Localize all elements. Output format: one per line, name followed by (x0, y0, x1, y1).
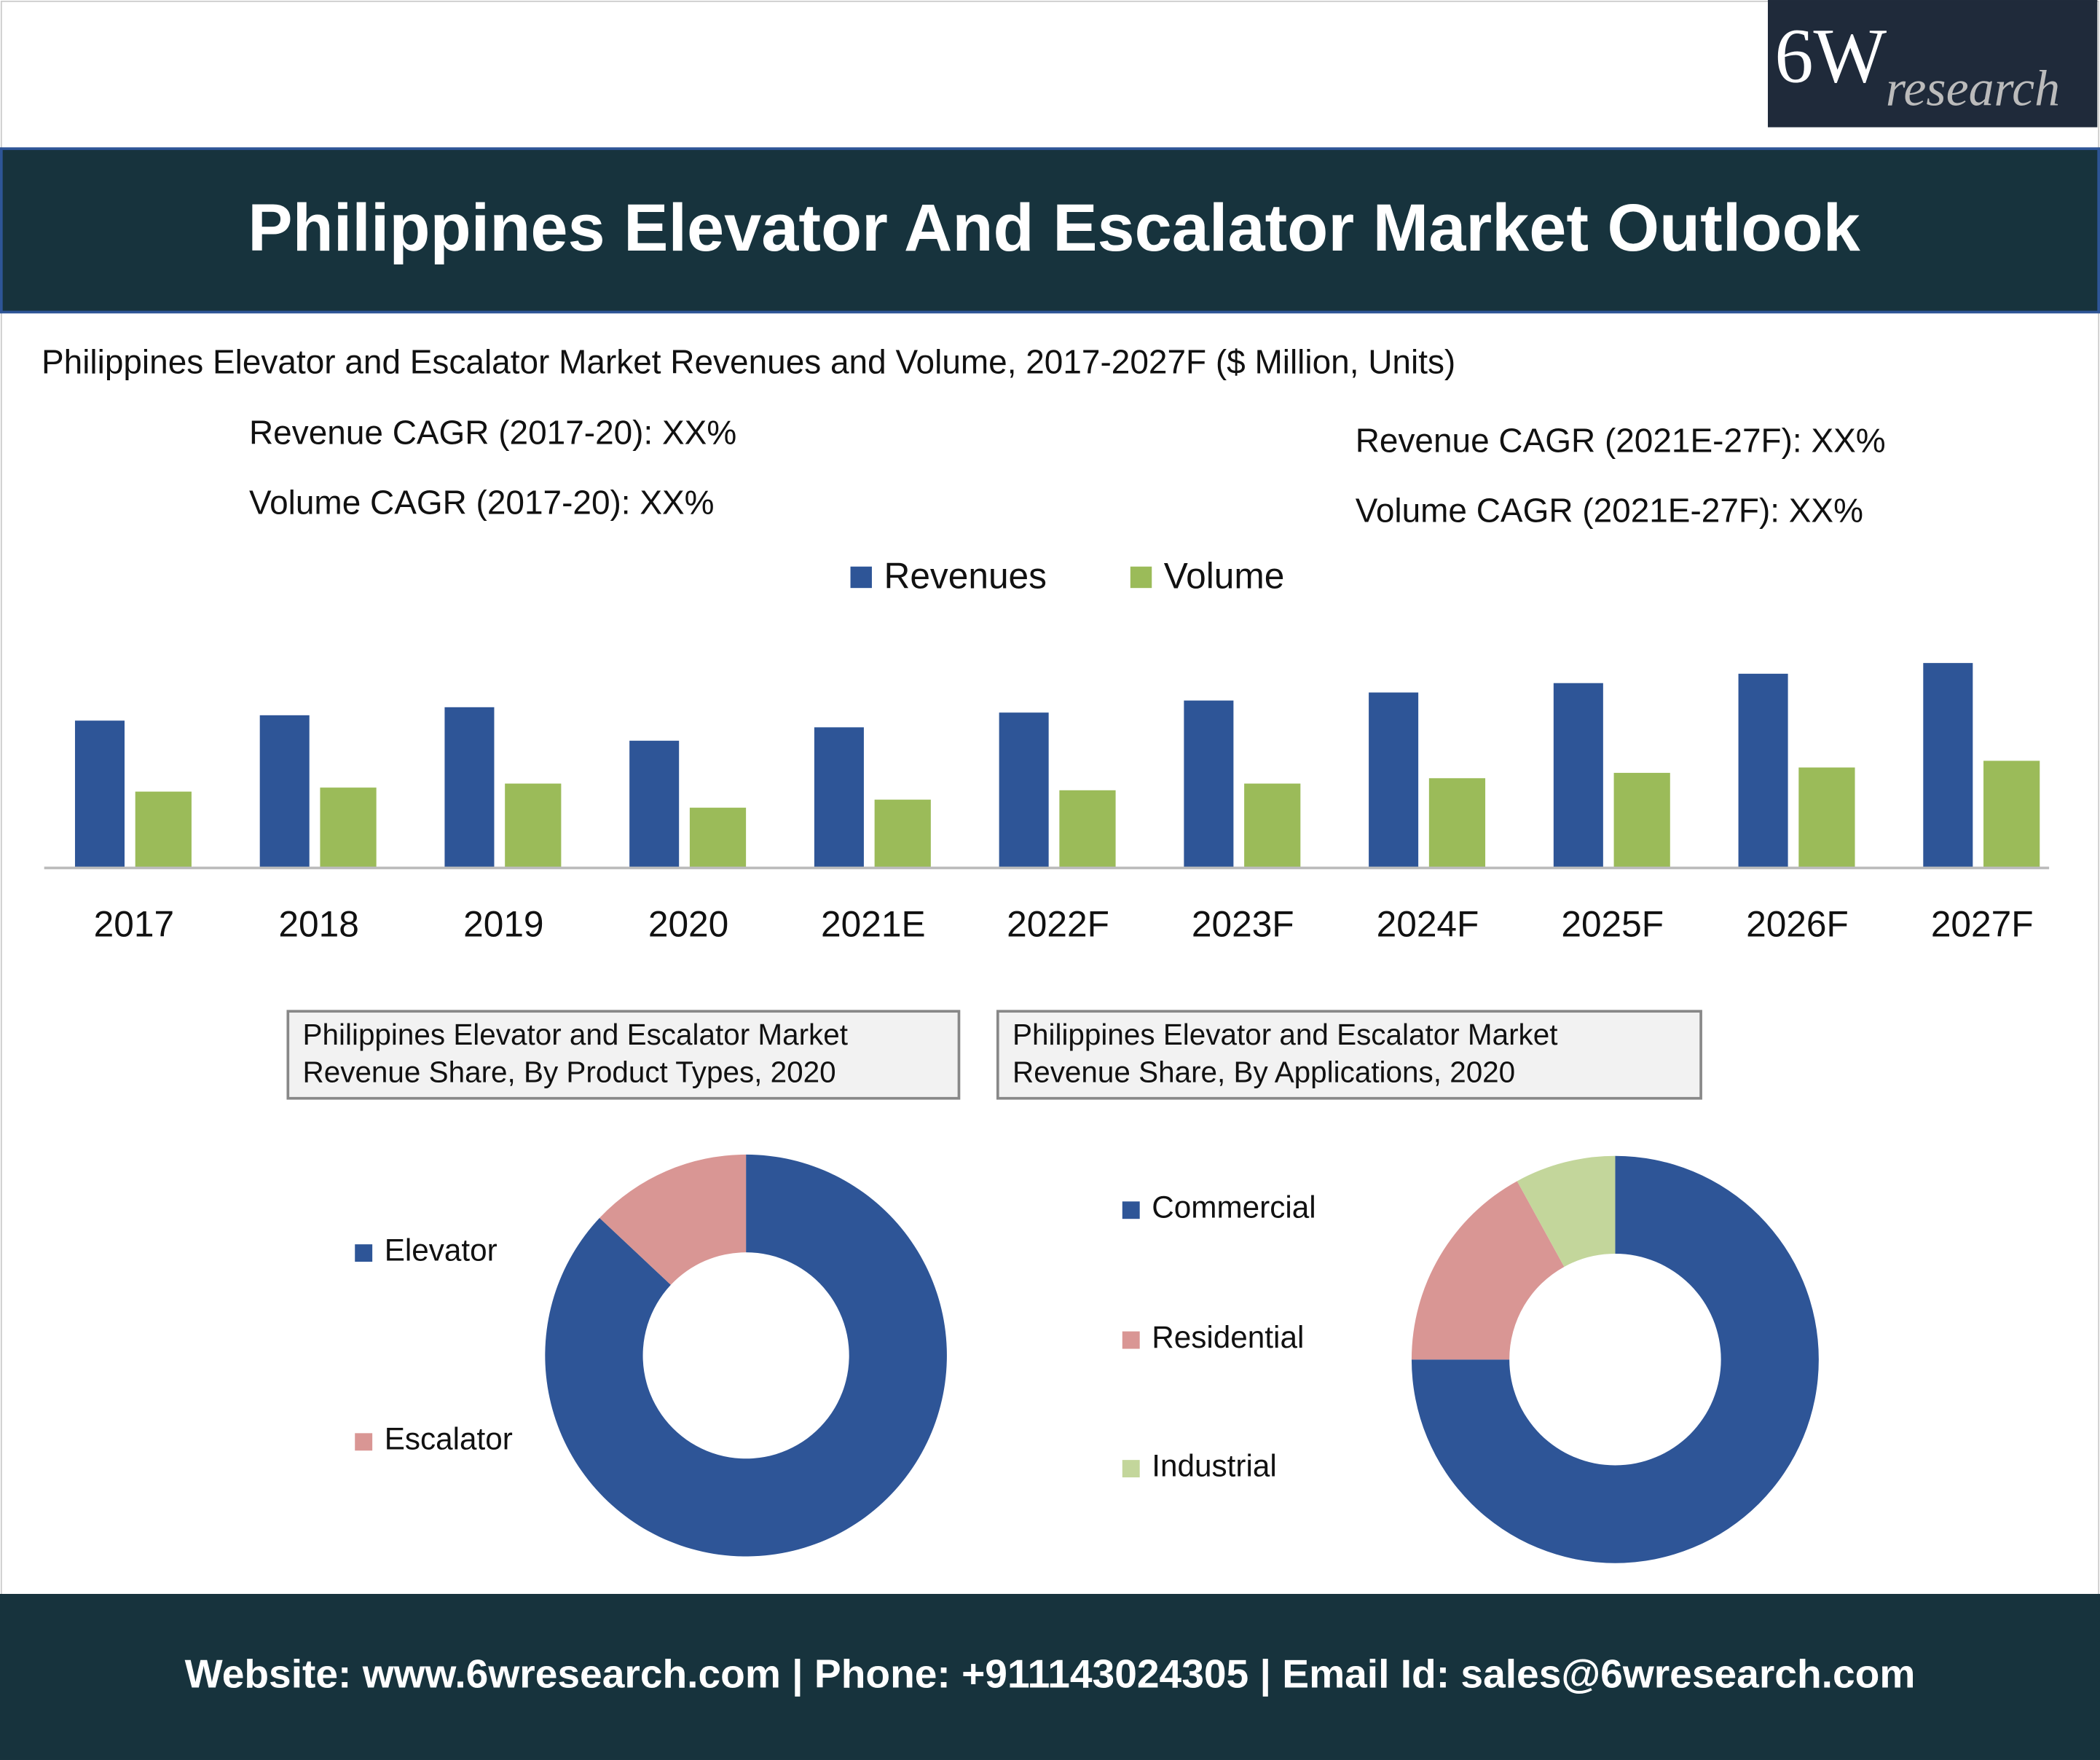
bar (814, 727, 864, 868)
bar (1798, 767, 1855, 868)
chart-title: Philippines Elevator and Escalator Marke… (1012, 1018, 1557, 1051)
footer-text: Website: www.6wresearch.com | Phone: +91… (185, 1651, 1916, 1697)
bar (135, 791, 192, 868)
logo-sub: research (1886, 61, 2060, 117)
bar (1369, 692, 1419, 868)
chart-title: Revenue Share, By Applications, 2020 (1012, 1055, 1515, 1088)
bar (1553, 683, 1603, 868)
x-tick-label: 2023F (1192, 903, 1294, 944)
legend-label: Revenues (884, 555, 1047, 596)
bar (74, 720, 125, 868)
legend-label: Residential (1152, 1320, 1304, 1354)
x-tick-label: 2022F (1007, 903, 1109, 944)
legend-swatch (355, 1433, 373, 1451)
bar (320, 787, 377, 868)
legend-swatch (1130, 566, 1152, 589)
logo-main: 6W (1774, 14, 1887, 100)
x-tick-label: 2027F (1931, 903, 2034, 944)
donut-slice (599, 1154, 747, 1285)
annotation: Revenue CAGR (2021E-27F): XX% (1356, 422, 1886, 460)
box (996, 1010, 1702, 1100)
bar (1059, 790, 1116, 868)
header-band (0, 147, 2100, 314)
bar (1983, 761, 2040, 868)
bar (1244, 783, 1301, 868)
bar (1923, 663, 1973, 868)
header-title: Philippines Elevator And Escalator Marke… (248, 191, 1860, 265)
bar (1613, 772, 1670, 868)
bar (259, 715, 310, 868)
logo-box (1768, 0, 2098, 127)
x-tick-label: 2020 (648, 903, 728, 944)
legend-label: Industrial (1152, 1448, 1277, 1482)
donut-slice (1411, 1155, 1819, 1563)
chart-title: Revenue Share, By Product Types, 2020 (303, 1055, 836, 1088)
legend-label: Commercial (1152, 1190, 1316, 1224)
x-tick-label: 2018 (278, 903, 358, 944)
x-tick-label: 2024F (1377, 903, 1479, 944)
legend-swatch (1122, 1460, 1140, 1478)
x-tick-label: 2025F (1561, 903, 1664, 944)
legend-swatch (850, 566, 872, 589)
x-tick-label: 2019 (463, 903, 543, 944)
bar (1738, 673, 1788, 868)
legend-label: Escalator (385, 1422, 513, 1456)
bar (689, 807, 747, 868)
donut-slice (1517, 1155, 1616, 1267)
x-tick-label: 2017 (94, 903, 174, 944)
donut-slice (545, 1154, 947, 1557)
annotation: Revenue CAGR (2017-20): XX% (249, 414, 736, 452)
chart-title: Philippines Elevator and Escalator Marke… (42, 342, 1455, 380)
bar (444, 707, 495, 868)
x-tick-label: 2021E (821, 903, 925, 944)
legend-label: Volume (1164, 555, 1285, 596)
footer-band (0, 1593, 2100, 1760)
box (286, 1010, 961, 1100)
donut-slice (1411, 1181, 1565, 1360)
chart-title: Philippines Elevator and Escalator Marke… (303, 1018, 848, 1051)
x-tick-label: 2026F (1746, 903, 1849, 944)
bar (629, 740, 680, 868)
legend-label: Elevator (385, 1233, 498, 1267)
bar (874, 799, 931, 868)
legend-swatch (355, 1244, 373, 1262)
bar (1428, 778, 1486, 868)
annotation: Volume CAGR (2021E-27F): XX% (1356, 491, 1863, 529)
legend-swatch (1122, 1331, 1140, 1349)
annotation: Volume CAGR (2017-20): XX% (249, 483, 715, 521)
bar (999, 712, 1049, 868)
bar (1184, 700, 1234, 868)
bar (505, 783, 562, 868)
legend-swatch (1122, 1201, 1140, 1219)
